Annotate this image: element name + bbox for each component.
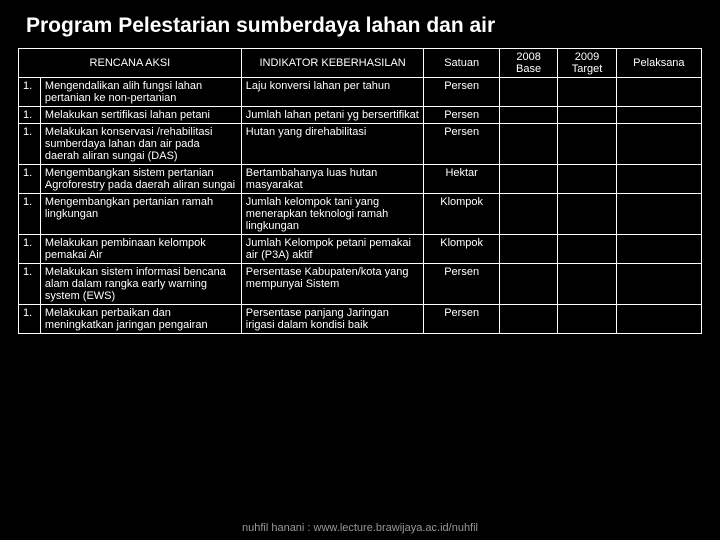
table-row: 1.Melakukan sistem informasi bencana ala… xyxy=(19,264,702,305)
row-aksi: Melakukan sistem informasi bencana alam … xyxy=(40,264,241,305)
row-indikator: Persentase Kabupaten/kota yang mempunyai… xyxy=(241,264,424,305)
page-title: Program Pelestarian sumberdaya lahan dan… xyxy=(26,14,702,38)
row-aksi: Mengembangkan pertanian ramah lingkungan xyxy=(40,194,241,235)
table-row: 1.Melakukan sertifikasi lahan petaniJuml… xyxy=(19,107,702,124)
row-aksi: Melakukan konservasi /rehabilitasi sumbe… xyxy=(40,124,241,165)
row-aksi: Melakukan perbaikan dan meningkatkan jar… xyxy=(40,305,241,334)
row-indikator: Persentase panjang Jaringan irigasi dala… xyxy=(241,305,424,334)
row-satuan: Persen xyxy=(424,305,499,334)
table-row: 1.Mengembangkan sistem pertanian Agrofor… xyxy=(19,165,702,194)
row-pelaksana xyxy=(616,124,701,165)
row-base xyxy=(499,235,557,264)
col-base: 2008 Base xyxy=(499,49,557,78)
col-pelaksana: Pelaksana xyxy=(616,49,701,78)
row-base xyxy=(499,78,557,107)
row-num: 1. xyxy=(19,235,41,264)
row-pelaksana xyxy=(616,78,701,107)
row-aksi: Melakukan pembinaan kelompok pemakai Air xyxy=(40,235,241,264)
row-pelaksana xyxy=(616,305,701,334)
row-num: 1. xyxy=(19,264,41,305)
row-base xyxy=(499,264,557,305)
footer-text: nuhfil hanani : www.lecture.brawijaya.ac… xyxy=(0,522,720,534)
row-satuan: Persen xyxy=(424,124,499,165)
row-target xyxy=(558,305,616,334)
row-satuan: Persen xyxy=(424,264,499,305)
data-table: RENCANA AKSI INDIKATOR KEBERHASILAN Satu… xyxy=(18,48,702,334)
row-indikator: Bertambahanya luas hutan masyarakat xyxy=(241,165,424,194)
row-satuan: Klompok xyxy=(424,194,499,235)
row-indikator: Hutan yang direhabilitasi xyxy=(241,124,424,165)
col-indikator: INDIKATOR KEBERHASILAN xyxy=(241,49,424,78)
row-indikator: Jumlah kelompok tani yang menerapkan tek… xyxy=(241,194,424,235)
row-num: 1. xyxy=(19,165,41,194)
table-row: 1.Melakukan pembinaan kelompok pemakai A… xyxy=(19,235,702,264)
col-rencana: RENCANA AKSI xyxy=(19,49,242,78)
table-row: 1.Melakukan perbaikan dan meningkatkan j… xyxy=(19,305,702,334)
col-satuan: Satuan xyxy=(424,49,499,78)
row-pelaksana xyxy=(616,194,701,235)
row-num: 1. xyxy=(19,78,41,107)
row-target xyxy=(558,194,616,235)
row-base xyxy=(499,124,557,165)
row-satuan: Hektar xyxy=(424,165,499,194)
table-row: 1.Mengembangkan pertanian ramah lingkung… xyxy=(19,194,702,235)
row-satuan: Persen xyxy=(424,78,499,107)
row-pelaksana xyxy=(616,107,701,124)
row-base xyxy=(499,194,557,235)
row-indikator: Jumlah lahan petani yg bersertifikat xyxy=(241,107,424,124)
row-target xyxy=(558,107,616,124)
row-base xyxy=(499,305,557,334)
row-satuan: Klompok xyxy=(424,235,499,264)
row-num: 1. xyxy=(19,305,41,334)
row-target xyxy=(558,264,616,305)
row-base xyxy=(499,107,557,124)
row-target xyxy=(558,124,616,165)
row-aksi: Mengendalikan alih fungsi lahan pertania… xyxy=(40,78,241,107)
row-satuan: Persen xyxy=(424,107,499,124)
table-header-row: RENCANA AKSI INDIKATOR KEBERHASILAN Satu… xyxy=(19,49,702,78)
row-aksi: Melakukan sertifikasi lahan petani xyxy=(40,107,241,124)
row-target xyxy=(558,78,616,107)
row-pelaksana xyxy=(616,235,701,264)
row-indikator: Laju konversi lahan per tahun xyxy=(241,78,424,107)
table-row: 1.Mengendalikan alih fungsi lahan pertan… xyxy=(19,78,702,107)
row-target xyxy=(558,235,616,264)
table-row: 1.Melakukan konservasi /rehabilitasi sum… xyxy=(19,124,702,165)
row-base xyxy=(499,165,557,194)
row-indikator: Jumlah Kelompok petani pemakai air (P3A)… xyxy=(241,235,424,264)
row-num: 1. xyxy=(19,124,41,165)
row-target xyxy=(558,165,616,194)
row-aksi: Mengembangkan sistem pertanian Agrofores… xyxy=(40,165,241,194)
row-num: 1. xyxy=(19,107,41,124)
row-pelaksana xyxy=(616,165,701,194)
row-pelaksana xyxy=(616,264,701,305)
row-num: 1. xyxy=(19,194,41,235)
col-target: 2009 Target xyxy=(558,49,616,78)
